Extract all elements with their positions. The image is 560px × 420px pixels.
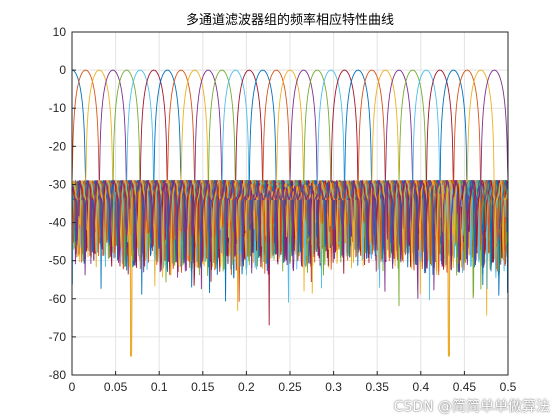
y-tick-label: -60	[49, 292, 67, 306]
series-line-channel-30	[72, 69, 508, 272]
x-tick-label: 0.15	[191, 380, 215, 394]
y-tick-label: -10	[49, 101, 67, 115]
y-tick-label: 0	[59, 63, 66, 77]
y-tick-label: -20	[49, 139, 67, 153]
x-tick-label: 0	[69, 380, 76, 394]
x-tick-label: 0.25	[278, 380, 302, 394]
series-line-channel-29	[72, 69, 508, 295]
x-tick-label: 0.35	[366, 380, 390, 394]
x-tick-label: 0.2	[238, 380, 255, 394]
x-tick-label: 0.4	[412, 380, 429, 394]
watermark: CSDN @简简单单做算法	[393, 399, 550, 415]
x-tick-label: 0.3	[325, 380, 342, 394]
y-tick-label: -80	[49, 368, 67, 382]
x-axis-ticks: 0 0.05 0.1 0.15 0.2 0.25 0.3 0.35 0.4 0.45 0.5	[69, 371, 517, 394]
y-tick-label: -30	[49, 177, 67, 191]
y-tick-label: 10	[53, 25, 67, 39]
x-tick-label: 0.05	[104, 380, 128, 394]
y-tick-label: -70	[49, 330, 67, 344]
series-line-channel-32	[72, 69, 508, 292]
y-tick-label: -40	[49, 216, 67, 230]
y-axis-ticks: 10 0 -10 -20 -30 -40 -50 -60 -70 -80	[49, 25, 76, 382]
x-tick-label: 0.1	[151, 380, 168, 394]
x-tick-label: 0.45	[453, 380, 477, 394]
chart-title: 多通道滤波器组的频率相应特性曲线	[186, 12, 394, 28]
x-tick-label: 0.5	[500, 380, 517, 394]
series-group	[72, 69, 508, 357]
y-tick-label: -50	[49, 254, 67, 268]
